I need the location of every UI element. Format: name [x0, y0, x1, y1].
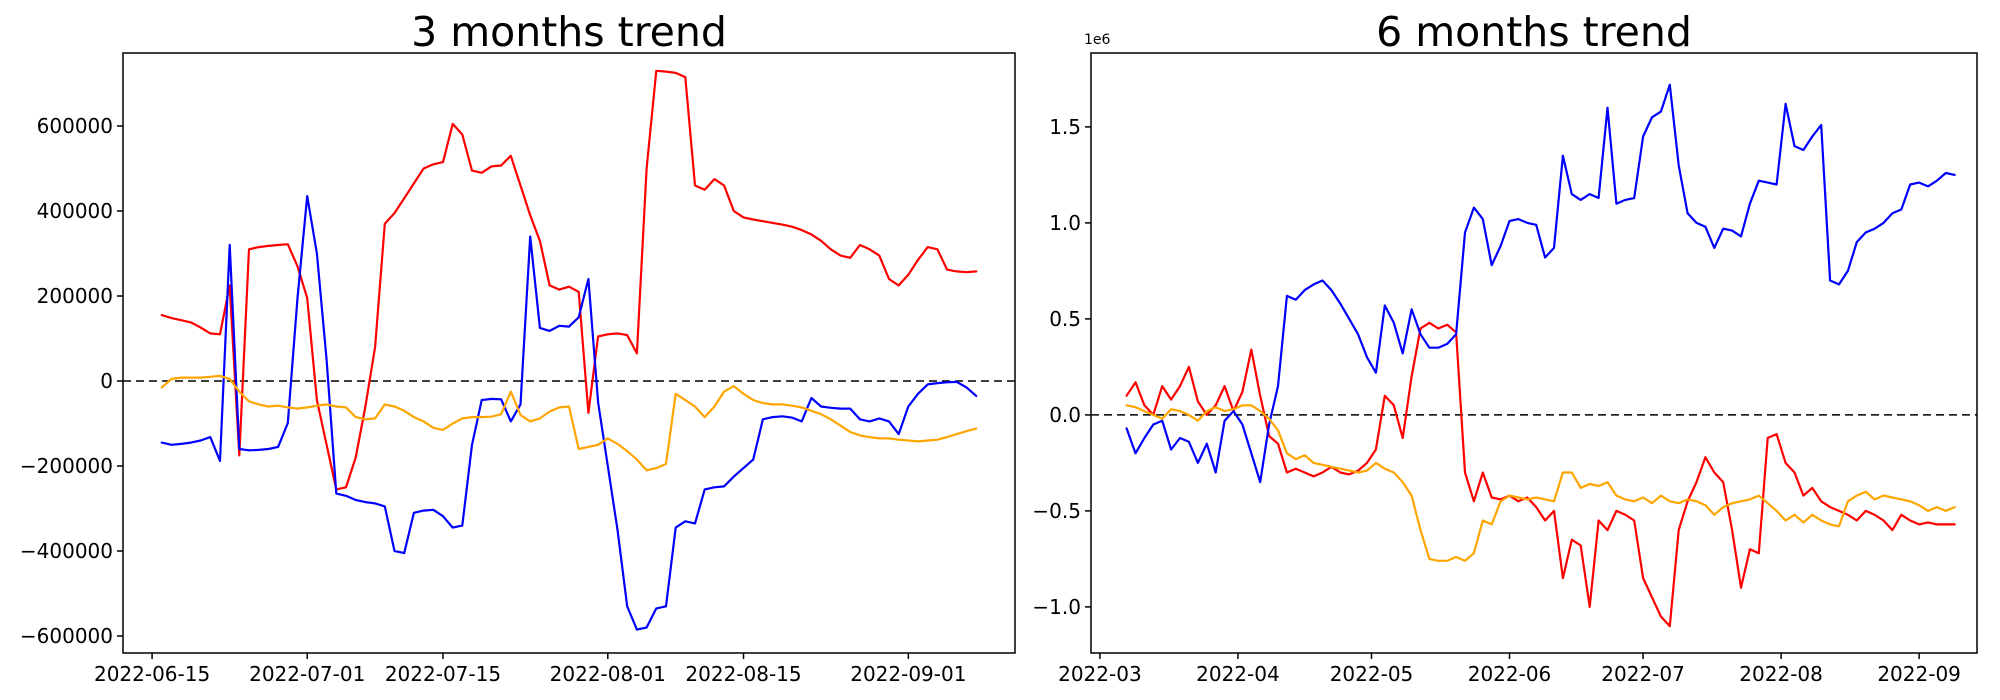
- x-tick-label: 2022-07-15: [385, 662, 501, 686]
- x-tick-label: 2022-06: [1468, 662, 1552, 686]
- x-tick-label: 2022-09: [1877, 662, 1961, 686]
- axis-offset-label: 1e6: [1084, 32, 1111, 48]
- series-orange: [1125, 404, 1956, 562]
- chart-title-3-months-trend: 3 months trend: [411, 8, 727, 56]
- x-tick-label: 2022-08-15: [685, 662, 801, 686]
- y-tick-label: −400000: [20, 539, 113, 563]
- series-blue: [1125, 83, 1956, 484]
- x-tick-label: 2022-06-15: [94, 662, 210, 686]
- x-tick-label: 2022-07-01: [249, 662, 365, 686]
- series-orange: [160, 374, 978, 472]
- x-tick-label: 2022-08: [1739, 662, 1823, 686]
- series-red: [160, 69, 978, 491]
- x-tick-label: 2022-03: [1058, 662, 1142, 686]
- x-tick-label: 2022-04: [1196, 662, 1280, 686]
- series-blue: [160, 195, 978, 631]
- y-tick-label: 0: [100, 369, 113, 393]
- axes-frame: [122, 52, 1016, 654]
- x-tick-label: 2022-07: [1601, 662, 1685, 686]
- y-tick-label: 200000: [37, 284, 113, 308]
- series-red: [1125, 321, 1956, 628]
- axes-frame: [1090, 52, 1978, 654]
- y-tick-label: −0.5: [1032, 499, 1081, 523]
- x-tick-label: 2022-05: [1330, 662, 1414, 686]
- y-tick-label: −600000: [20, 624, 113, 648]
- y-tick-label: 1.0: [1049, 211, 1081, 235]
- x-tick-label: 2022-08-01: [550, 662, 666, 686]
- y-tick-label: 0.0: [1049, 403, 1081, 427]
- y-tick-label: 1.5: [1049, 115, 1081, 139]
- x-tick-label: 2022-09-01: [850, 662, 966, 686]
- y-tick-label: 0.5: [1049, 307, 1081, 331]
- y-tick-label: 600000: [37, 114, 113, 138]
- y-tick-label: 400000: [37, 199, 113, 223]
- y-tick-label: −200000: [20, 454, 113, 478]
- y-tick-label: −1.0: [1032, 595, 1081, 619]
- chart-title-6-months-trend: 6 months trend: [1376, 8, 1692, 56]
